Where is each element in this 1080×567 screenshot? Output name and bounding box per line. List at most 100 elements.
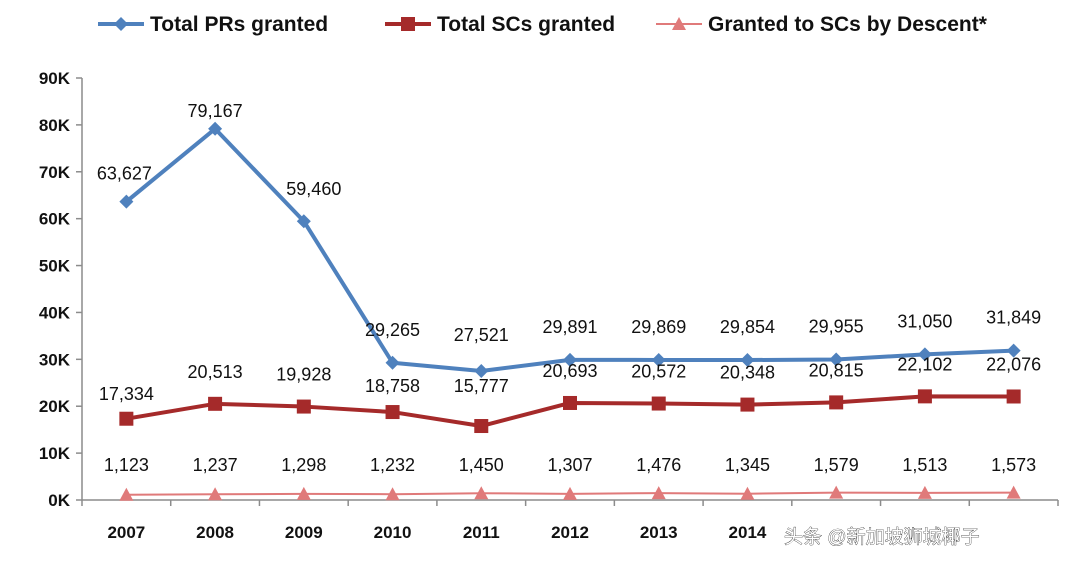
data-point	[740, 486, 755, 500]
data-point	[563, 395, 577, 410]
data-point	[829, 352, 844, 367]
data-label: 20,348	[720, 363, 775, 383]
y-tick-label: 60K	[39, 210, 71, 229]
data-label: 29,869	[631, 317, 686, 337]
data-point	[651, 352, 666, 367]
x-tick-label: 2010	[374, 523, 412, 542]
data-point	[563, 352, 577, 367]
legend-label: Total PRs granted	[150, 13, 328, 36]
plot-area: 63,627 79,167 59,460 29,265 27,521 29,891 29,8…	[97, 101, 1041, 501]
legend-marker	[114, 17, 128, 31]
data-point	[119, 411, 134, 426]
data-label: 1,123	[104, 455, 149, 475]
data-label: 22,076	[986, 354, 1041, 374]
y-tick-label: 70K	[39, 163, 71, 182]
legend: Total PRs granted Total SCs granted Grante…	[98, 13, 988, 36]
data-label: 1,298	[281, 455, 326, 475]
series-3: 1,123 1,237 1,298 1,232 1,450 1,307 1,476 1,345…	[104, 455, 1036, 501]
data-point	[474, 486, 489, 500]
data-point	[119, 487, 134, 501]
data-point	[208, 121, 223, 136]
data-point	[1006, 389, 1021, 404]
data-point	[651, 486, 666, 500]
x-tick-label: 2007	[107, 523, 145, 542]
data-label: 1,513	[902, 455, 947, 475]
y-tick-label: 20K	[39, 397, 71, 416]
x-tick-label: 2014	[729, 523, 767, 542]
data-label: 29,955	[809, 317, 864, 337]
legend-marker	[672, 17, 686, 30]
legend-item-3: Granted to SCs by Descent*	[656, 13, 988, 36]
data-label: 29,854	[720, 317, 775, 337]
x-tick-label: 2013	[640, 523, 678, 542]
series-2: 17,334 20,513 19,928 18,758 15,777 20,693 20,5…	[99, 354, 1041, 434]
data-label: 59,460	[286, 179, 341, 199]
y-axis: 0K 10K 20K 30K 40K 50K 60K 70K 80K 90K	[39, 69, 83, 510]
data-label: 1,579	[814, 455, 859, 475]
data-point	[740, 397, 755, 412]
data-label: 15,777	[454, 376, 509, 396]
x-tick-label: 2008	[196, 523, 234, 542]
watermark: 头条 @新加坡狮城椰子	[784, 526, 980, 548]
data-point	[740, 353, 755, 368]
x-tick-label: 2009	[285, 523, 323, 542]
data-point	[1006, 485, 1021, 499]
data-point	[1006, 343, 1021, 358]
data-label: 1,307	[547, 455, 592, 475]
data-point	[296, 214, 311, 229]
data-label: 27,521	[454, 325, 509, 345]
data-label: 19,928	[276, 365, 331, 385]
data-point	[296, 399, 311, 414]
data-label: 22,102	[897, 354, 952, 374]
data-label: 79,167	[188, 101, 243, 121]
data-point	[829, 485, 844, 499]
data-label: 1,345	[725, 455, 770, 475]
data-point	[385, 355, 400, 370]
data-point	[829, 395, 844, 410]
data-point	[917, 347, 932, 362]
series-1: 63,627 79,167 59,460 29,265 27,521 29,891 29,8…	[97, 101, 1041, 378]
data-label: 31,050	[897, 311, 952, 331]
y-tick-label: 50K	[39, 257, 71, 276]
data-label: 18,758	[365, 376, 420, 396]
y-tick-label: 10K	[39, 444, 71, 463]
y-tick-label: 0K	[48, 491, 70, 510]
data-label: 1,450	[459, 455, 504, 475]
data-label: 20,815	[809, 360, 864, 380]
data-point	[917, 389, 932, 404]
x-tick-label: 2011	[463, 523, 500, 542]
legend-item-1: Total PRs granted	[98, 13, 328, 36]
data-label: 63,627	[97, 164, 152, 184]
x-tick-label: 2012	[551, 523, 589, 542]
data-label: 29,891	[542, 317, 597, 337]
y-tick-label: 30K	[39, 350, 71, 369]
data-point	[208, 487, 223, 501]
data-point	[208, 396, 223, 411]
data-label: 17,334	[99, 384, 154, 404]
data-label: 1,476	[636, 455, 681, 475]
data-point	[385, 487, 400, 501]
legend-item-2: Total SCs granted	[385, 13, 615, 36]
data-point	[119, 194, 134, 209]
y-tick-label: 90K	[39, 69, 71, 88]
data-label: 31,849	[986, 308, 1041, 328]
x-axis: 2007 2008 2009 2010 2011 2012 2013 2014	[81, 499, 1059, 542]
data-point	[474, 363, 489, 378]
data-point	[917, 485, 932, 499]
legend-marker	[401, 17, 415, 31]
data-label: 1,573	[991, 455, 1036, 475]
data-label: 1,232	[370, 455, 415, 475]
data-label: 20,513	[188, 362, 243, 382]
data-point	[385, 405, 400, 420]
data-point	[651, 396, 666, 411]
data-point	[563, 486, 577, 500]
legend-label: Total SCs granted	[437, 13, 615, 36]
legend-label: Granted to SCs by Descent*	[708, 13, 988, 36]
data-label: 29,265	[365, 320, 420, 340]
data-point	[474, 419, 489, 434]
data-label: 20,693	[542, 361, 597, 381]
data-point	[296, 486, 311, 500]
y-tick-label: 80K	[39, 116, 71, 135]
y-tick-label: 40K	[39, 303, 71, 322]
